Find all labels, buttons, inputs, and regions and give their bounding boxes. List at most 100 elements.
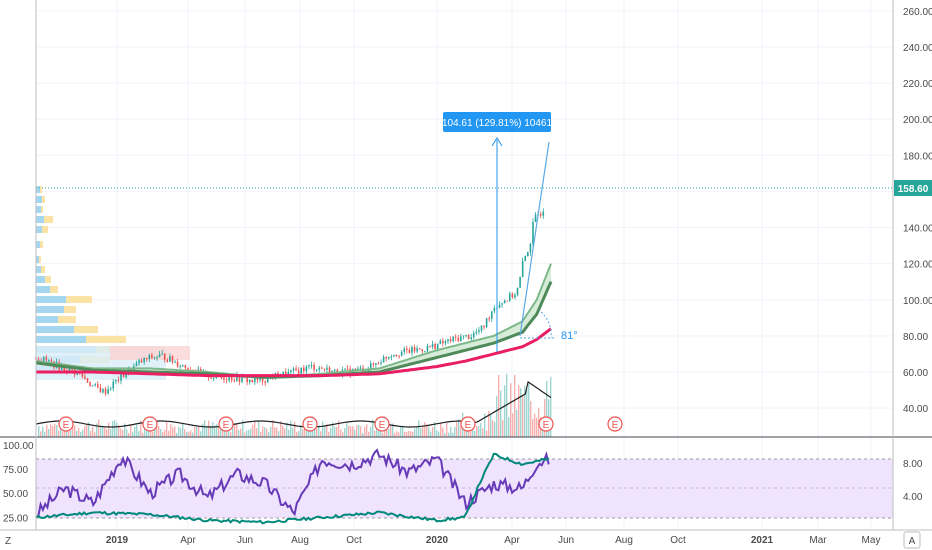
volume-bar bbox=[200, 431, 202, 437]
volume-bar bbox=[262, 426, 264, 437]
candle-body bbox=[115, 379, 117, 382]
measure-arrowhead bbox=[491, 137, 503, 147]
candle-body bbox=[81, 373, 84, 377]
volume-bar bbox=[418, 420, 420, 437]
volume-bar bbox=[180, 428, 182, 437]
volume-bar bbox=[416, 426, 418, 437]
earnings-marker[interactable]: E bbox=[302, 416, 318, 432]
volume-profile-bar bbox=[36, 296, 66, 303]
volume-bar bbox=[268, 432, 270, 437]
candle-body bbox=[138, 360, 140, 364]
candle-body bbox=[398, 355, 400, 357]
log-scale-button-label[interactable]: Z bbox=[5, 536, 11, 547]
candle-body bbox=[63, 366, 66, 371]
volume-bar bbox=[54, 423, 56, 437]
volume-bar bbox=[128, 432, 130, 437]
volume-bar bbox=[466, 427, 468, 437]
volume-bar bbox=[90, 431, 92, 437]
volume-bar bbox=[102, 426, 104, 437]
candle-body bbox=[321, 367, 323, 369]
volume-bar bbox=[116, 422, 118, 437]
volume-bar bbox=[236, 423, 238, 437]
volume-profile-bar bbox=[39, 256, 41, 263]
price-tick-label: 80.00 bbox=[903, 332, 928, 343]
volume-bar bbox=[404, 431, 406, 437]
rsi-axis[interactable]: 100.00 75.00 50.00 25.00 bbox=[3, 441, 34, 525]
earnings-marker[interactable]: E bbox=[538, 416, 554, 432]
volume-bar bbox=[158, 426, 160, 437]
volume-bar bbox=[134, 426, 136, 437]
time-axis[interactable]: 2019 Apr Jun Aug Oct 2020 Apr Jun Aug Oct 2021 Mar M… bbox=[106, 535, 881, 546]
candle-body bbox=[104, 388, 107, 394]
candle-body bbox=[308, 365, 310, 367]
candle-body bbox=[89, 382, 91, 386]
volume-bar bbox=[414, 428, 416, 437]
volume-bar bbox=[58, 430, 60, 437]
volume-bar bbox=[238, 430, 240, 437]
volume-bar bbox=[160, 429, 162, 437]
volume-bar bbox=[484, 413, 486, 437]
volume-bar bbox=[212, 421, 214, 437]
price-axis[interactable]: 260.00240.00220.00200.00180.00160.00140.… bbox=[903, 7, 932, 415]
candle-body bbox=[421, 349, 424, 352]
secondary-tick-label: 4.00 bbox=[903, 492, 923, 503]
candle-body bbox=[346, 368, 349, 370]
volume-bar bbox=[288, 429, 290, 437]
earnings-marker[interactable]: E bbox=[607, 416, 623, 432]
measure-tooltip[interactable]: 104.61 (129.81%) 10461 bbox=[442, 112, 553, 132]
earnings-marker[interactable]: E bbox=[58, 416, 74, 432]
volume-bar bbox=[524, 385, 526, 437]
volume-bar bbox=[42, 426, 44, 437]
volume-bar bbox=[472, 429, 474, 437]
measure-tooltip-text: 104.61 (129.81%) 10461 bbox=[442, 118, 553, 129]
volume-bar bbox=[254, 421, 256, 437]
volume-profile-bar bbox=[36, 316, 58, 323]
volume-bar bbox=[500, 390, 502, 437]
candle-body bbox=[490, 311, 493, 319]
volume-bar bbox=[446, 422, 448, 437]
volume-bar bbox=[164, 429, 166, 437]
candle-body bbox=[50, 360, 53, 362]
volume-bar bbox=[546, 380, 548, 437]
volume-profile-bar bbox=[41, 266, 45, 273]
earnings-marker[interactable]: E bbox=[460, 416, 476, 432]
log-scale-button[interactable]: Z bbox=[5, 536, 11, 547]
volume-bar bbox=[162, 432, 164, 437]
volume-bar bbox=[374, 430, 376, 437]
volume-bar bbox=[482, 428, 484, 437]
price-tick-label: 120.00 bbox=[903, 260, 932, 271]
volume-bar bbox=[440, 422, 442, 437]
volume-bar bbox=[504, 385, 506, 437]
earnings-marker[interactable]: E bbox=[142, 416, 158, 432]
volume-bar bbox=[46, 424, 48, 437]
volume-bar bbox=[470, 429, 472, 437]
auto-scale-button-label[interactable]: A bbox=[909, 536, 916, 547]
candle-body bbox=[418, 348, 421, 350]
candle-body bbox=[529, 243, 532, 253]
candle-body bbox=[328, 367, 331, 374]
volume-bar bbox=[206, 426, 208, 437]
volume-bar bbox=[442, 427, 444, 437]
candle-body bbox=[290, 370, 292, 373]
candle-body bbox=[424, 351, 426, 353]
volume-bar bbox=[274, 427, 276, 437]
volume-bar bbox=[452, 432, 454, 437]
earnings-marker[interactable]: E bbox=[374, 416, 390, 432]
price-tick-label: 60.00 bbox=[903, 368, 928, 379]
volume-bar bbox=[72, 426, 74, 437]
trend-line[interactable] bbox=[519, 141, 550, 337]
volume-bar bbox=[422, 426, 424, 437]
volume-bar bbox=[400, 426, 402, 437]
volume-bar bbox=[300, 424, 302, 437]
auto-scale-button[interactable]: A bbox=[903, 531, 921, 549]
candle-body bbox=[169, 356, 171, 362]
volume-bar bbox=[264, 427, 266, 437]
candle-body bbox=[382, 356, 385, 363]
earnings-marker[interactable]: E bbox=[218, 416, 234, 432]
volume-bar bbox=[390, 424, 392, 437]
candle-body bbox=[542, 211, 545, 216]
volume-bar bbox=[202, 423, 204, 437]
volume-profile-bar bbox=[44, 216, 53, 223]
volume-bar bbox=[372, 419, 374, 437]
